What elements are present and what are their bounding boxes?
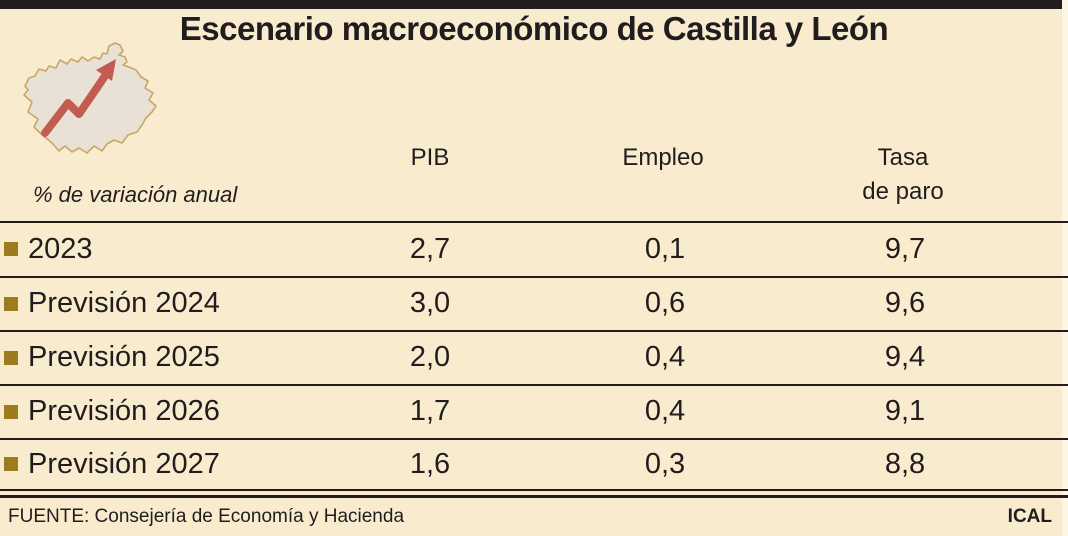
column-header-tasa-de-paro: Tasa de paro <box>862 141 943 209</box>
row-label: 2023 <box>28 232 93 265</box>
pib-value: 2,7 <box>409 232 451 265</box>
pib-value: 1,6 <box>409 447 451 480</box>
separator-line <box>0 276 1068 278</box>
row-label: Previsión 2024 <box>28 287 220 319</box>
table-row: 2023 2,7 0,1 9,7 <box>0 223 1068 275</box>
tasa-paro-value: 9,4 <box>884 341 926 373</box>
row-bullet-icon <box>4 350 18 365</box>
agency-credit: ICAL <box>1007 506 1052 527</box>
table-row: Previsión 2027 1,6 0,3 8,8 <box>0 440 1068 488</box>
column-header-tasa-line1: Tasa <box>877 144 929 171</box>
empleo-value: 0,4 <box>644 341 686 373</box>
empleo-value: 0,6 <box>644 287 686 319</box>
table-row: Previsión 2026 1,7 0,4 9,1 <box>0 386 1068 437</box>
empleo-value: 0,1 <box>644 232 686 265</box>
pib-value: 1,7 <box>409 395 451 427</box>
row-bullet-icon <box>4 296 18 311</box>
rising-trend-arrow-icon <box>41 72 109 137</box>
top-rule-bar <box>0 0 1062 9</box>
tasa-paro-value: 9,1 <box>884 395 926 427</box>
separator-line <box>0 438 1068 440</box>
separator-line <box>0 330 1068 332</box>
tasa-paro-value: 9,6 <box>884 287 926 319</box>
tasa-paro-value: 8,8 <box>884 447 926 480</box>
row-bullet-icon <box>4 457 18 471</box>
right-edge-strip <box>1062 0 1068 536</box>
footer-double-line-top <box>0 489 1068 491</box>
column-header-empleo: Empleo <box>622 144 704 171</box>
column-header-pib: PIB <box>410 144 450 171</box>
map-svg <box>23 42 157 154</box>
castilla-y-leon-map-icon <box>15 40 165 162</box>
row-label: Previsión 2027 <box>28 447 220 480</box>
separator-line <box>0 384 1068 386</box>
table-row: Previsión 2025 2,0 0,4 9,4 <box>0 332 1068 383</box>
arrow-head <box>96 59 116 81</box>
footer-double-line-bottom <box>0 495 1068 498</box>
row-label: Previsión 2026 <box>28 395 220 427</box>
row-bullet-icon <box>4 242 18 256</box>
pib-value: 3,0 <box>409 287 451 319</box>
source-credit: FUENTE: Consejería de Economía y Haciend… <box>8 506 405 527</box>
tasa-paro-value: 9,7 <box>884 232 926 265</box>
row-bullet-icon <box>4 404 18 419</box>
column-header-tasa-line2: de paro <box>862 178 944 205</box>
empleo-value: 0,3 <box>644 447 686 480</box>
empleo-value: 0,4 <box>644 395 686 427</box>
unit-note: % de variación anual <box>33 182 238 207</box>
table-row: Previsión 2024 3,0 0,6 9,6 <box>0 278 1068 329</box>
pib-value: 2,0 <box>409 341 451 373</box>
row-label: Previsión 2025 <box>28 341 220 373</box>
page-title: Escenario macroeconómico de Castilla y L… <box>179 10 889 47</box>
separator-line <box>0 221 1068 223</box>
